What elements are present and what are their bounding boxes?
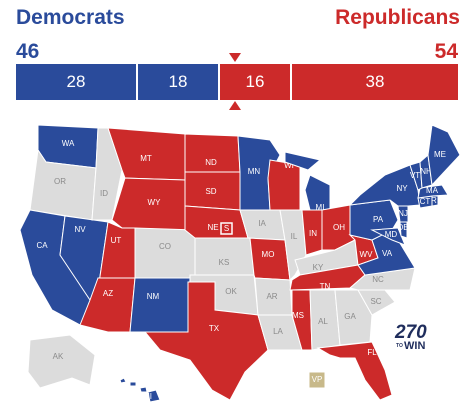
state-MO[interactable]: MO — [247, 237, 291, 281]
majority-marker-top-icon — [229, 53, 241, 62]
state-RI[interactable]: RI — [431, 195, 439, 207]
republicans-label: Republicans — [335, 6, 460, 29]
state-HI[interactable]: HI — [119, 377, 161, 403]
state-CO[interactable]: CO — [134, 227, 196, 279]
dem-safe-segment[interactable]: 28 — [16, 64, 136, 100]
majority-marker-bottom-icon — [229, 101, 241, 110]
rep-safe-segment[interactable]: 38 — [292, 64, 458, 100]
rep-contested-segment[interactable]: 16 — [220, 64, 290, 100]
state-NM[interactable]: NM — [129, 277, 191, 333]
state-KS[interactable]: KS — [194, 237, 255, 276]
dem-contested-segment[interactable]: 18 — [138, 64, 218, 100]
logo-to: TO — [396, 343, 403, 349]
270towin-logo: 270 TO WIN — [395, 322, 435, 352]
democrats-label: Democrats — [16, 6, 125, 29]
state-FL[interactable]: FL — [316, 341, 393, 401]
state-AR[interactable]: AR — [254, 277, 293, 316]
logo-number: 270 — [395, 322, 427, 343]
seat-balance-bar: 28 18 16 38 — [16, 64, 458, 100]
republicans-total: 54 — [434, 40, 458, 63]
special-election-NE[interactable]: S — [220, 222, 233, 235]
state-SD[interactable]: SD — [184, 171, 241, 211]
vice-president-box[interactable]: VP — [308, 371, 326, 389]
state-NE[interactable]: NE — [184, 205, 249, 239]
state-WA[interactable]: WA — [37, 124, 99, 169]
state-ME[interactable]: ME — [427, 124, 461, 187]
state-WY[interactable]: WY — [111, 177, 186, 231]
state-IN[interactable]: IN — [301, 209, 323, 256]
state-NJ[interactable]: NJ — [397, 205, 409, 223]
democrats-total: 46 — [16, 40, 40, 63]
logo-win: WIN — [404, 340, 426, 352]
state-WI[interactable]: WI — [267, 159, 301, 211]
state-NY[interactable]: NY — [348, 164, 421, 207]
state-ND[interactable]: ND — [184, 133, 241, 173]
us-senate-map: WA OR CA NV ID MT WY UT AZ CO NM ND SD N… — [19, 124, 461, 403]
state-AK[interactable]: AK — [27, 334, 96, 389]
